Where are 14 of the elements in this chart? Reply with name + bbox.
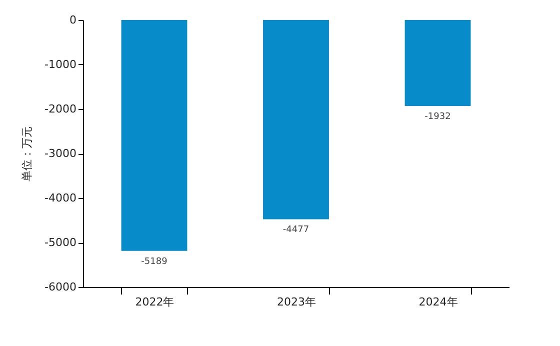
y-tick-label: 0	[70, 14, 76, 26]
x-tick-label: 2023年	[277, 296, 316, 308]
y-tick-label: -3000	[44, 147, 76, 160]
y-axis-title: 单位：万元	[20, 126, 34, 182]
y-tick-label: -1000	[44, 58, 76, 71]
y-tick-label: -4000	[44, 192, 76, 204]
y-tick-label: -6000	[44, 280, 76, 294]
x-tick-label: 2024年	[418, 296, 458, 308]
data-label: -4477	[282, 225, 310, 236]
x-tick-label: 2022年	[135, 296, 174, 308]
y-tick-label: -5000	[44, 236, 76, 249]
data-label: -5189	[141, 256, 168, 267]
data-label: -1932	[424, 112, 451, 122]
y-tick-label: -2000	[44, 102, 76, 116]
